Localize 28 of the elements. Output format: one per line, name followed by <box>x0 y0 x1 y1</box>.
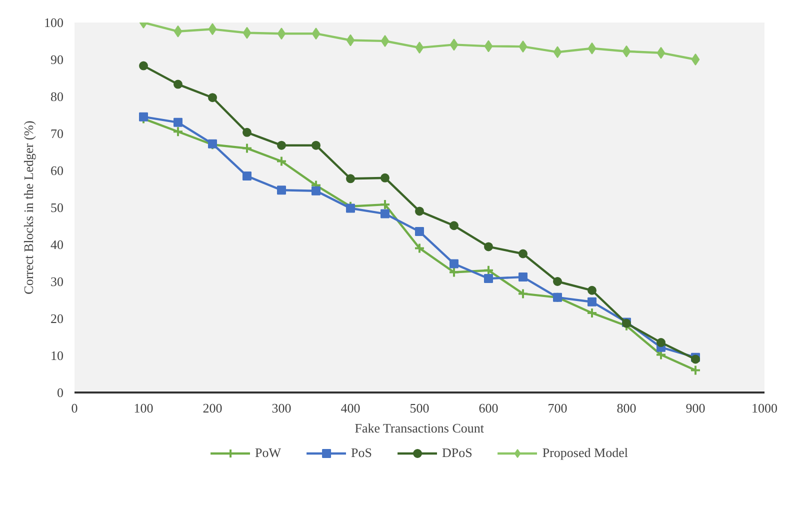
x-tick-label: 700 <box>548 400 568 416</box>
x-tick-label: 800 <box>616 400 636 416</box>
legend-label: PoS <box>351 445 372 461</box>
y-tick-label: 100 <box>44 15 64 30</box>
legend-label: Proposed Model <box>542 445 628 461</box>
y-tick-label: 80 <box>50 89 64 104</box>
x-tick-label: 100 <box>134 400 154 416</box>
y-tick-label: 30 <box>50 274 64 289</box>
x-tick-label: 600 <box>478 400 498 416</box>
y-tick-label: 0 <box>57 385 64 400</box>
legend-label: PoW <box>255 445 282 461</box>
x-tick-label: 0 <box>71 400 78 416</box>
y-tick-label: 90 <box>50 52 64 67</box>
x-axis-title: Fake Transactions Count <box>354 420 484 436</box>
y-tick-label: 40 <box>50 237 64 252</box>
x-tick-label: 500 <box>410 400 430 416</box>
y-axis-title: Correct Blocks in the Ledger (%) <box>21 120 36 294</box>
x-tick-label: 900 <box>686 400 706 416</box>
y-tick-label: 50 <box>50 200 64 215</box>
y-tick-label: 70 <box>50 126 64 141</box>
y-tick-label: 10 <box>50 348 64 363</box>
x-tick-label: 200 <box>202 400 222 416</box>
y-tick-label: 60 <box>50 163 64 178</box>
legend-label: DPoS <box>442 445 472 461</box>
x-tick-label: 400 <box>340 400 360 416</box>
x-tick-label: 1000 <box>752 400 778 416</box>
y-tick-label: 20 <box>50 311 64 326</box>
x-tick-label: 300 <box>272 400 292 416</box>
